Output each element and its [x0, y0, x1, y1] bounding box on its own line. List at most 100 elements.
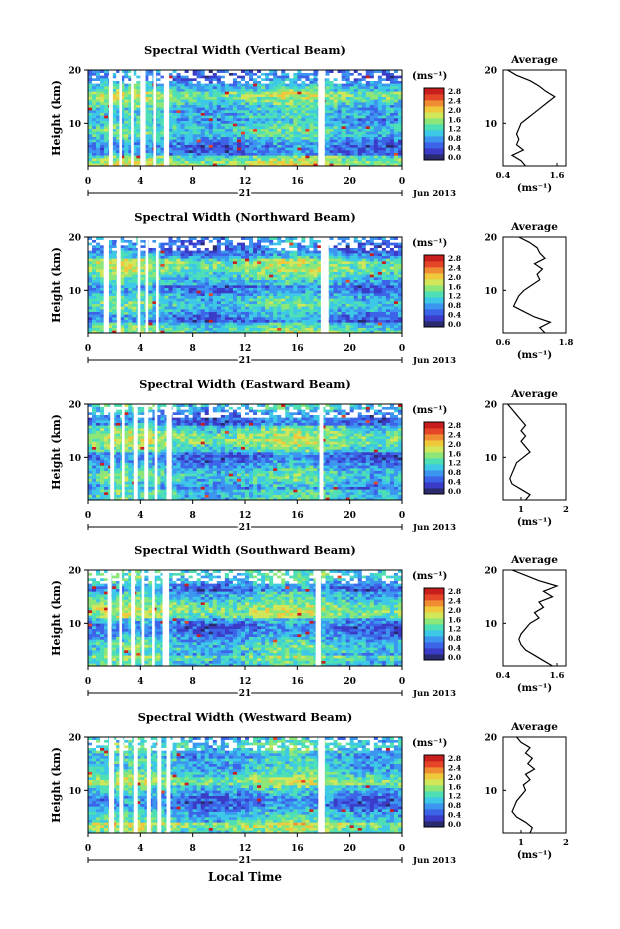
heatmap-cell	[317, 269, 322, 272]
heatmap-cell	[132, 290, 137, 294]
heatmap-cell	[192, 330, 197, 334]
heatmap-cell	[96, 107, 101, 111]
heatmap-cell	[273, 86, 278, 89]
heatmap-cell	[184, 70, 189, 73]
heatmap-cell	[313, 104, 318, 108]
heatmap-cell	[277, 142, 282, 145]
heatmap-cell	[305, 83, 310, 87]
heatmap-cell	[273, 306, 278, 310]
heatmap-cell	[112, 104, 117, 108]
heatmap-cell	[297, 147, 302, 151]
heatmap-cell	[176, 271, 181, 275]
heatmap-cell	[212, 83, 218, 87]
heatmap-cell	[393, 94, 399, 97]
heatmap-cell	[96, 144, 101, 148]
heatmap-cell	[297, 158, 302, 161]
heatmap-cell	[341, 271, 346, 275]
heatmap-cell	[293, 163, 298, 167]
heatmap-cell	[128, 134, 133, 137]
heatmap-cell	[124, 266, 129, 270]
heatmap-cell	[377, 293, 383, 296]
heatmap-cell	[337, 290, 342, 294]
heatmap-cell	[220, 314, 226, 318]
heatmap-cell	[273, 158, 278, 161]
heatmap-cell	[253, 282, 258, 286]
heatmap-cell	[140, 269, 145, 272]
heatmap-cell	[188, 274, 193, 278]
heatmap-cell	[369, 139, 375, 143]
heatmap-cell	[168, 80, 173, 84]
heatmap-cell	[373, 287, 379, 291]
heatmap-cell	[389, 330, 395, 334]
heatmap-cell	[397, 110, 403, 113]
heatmap-cell	[261, 128, 266, 132]
heatmap-cell	[249, 147, 254, 151]
heatmap-cell	[92, 163, 97, 167]
heatmap-cell	[212, 75, 218, 79]
heatmap-cell	[236, 160, 242, 164]
heatmap-cell	[289, 128, 294, 132]
heatmap-cell	[393, 72, 399, 76]
heatmap-cell	[200, 303, 206, 307]
heatmap-cell	[373, 102, 379, 105]
heatmap-cell	[249, 298, 254, 302]
average-title: Average	[510, 54, 558, 66]
heatmap-cell	[269, 120, 274, 124]
heatmap-cell	[273, 163, 278, 167]
heatmap-cell	[228, 94, 234, 97]
heatmap-cell	[309, 72, 314, 76]
heatmap-cell	[196, 263, 202, 267]
heatmap-cell	[240, 110, 246, 113]
heatmap-cell	[228, 144, 234, 148]
heatmap-cell	[136, 107, 141, 111]
heatmap-cell	[357, 311, 363, 315]
heatmap-cell	[232, 136, 238, 140]
heatmap-cell	[257, 155, 262, 159]
heatmap-cell	[212, 163, 218, 167]
heatmap-cell	[236, 322, 242, 326]
heatmap-cell	[293, 293, 298, 296]
heatmap-cell	[377, 83, 383, 87]
heatmap-cell	[196, 72, 202, 76]
heatmap-cell	[224, 298, 230, 302]
heatmap-cell	[317, 282, 322, 286]
heatmap-cell	[168, 75, 173, 79]
heatmap-cell	[208, 311, 214, 315]
heatmap-cell	[341, 80, 346, 84]
heatmap-cell	[381, 285, 387, 288]
heatmap-cell	[172, 327, 177, 331]
heatmap-cell	[389, 271, 395, 275]
heatmap-cell	[120, 163, 125, 167]
heatmap-cell	[88, 80, 93, 84]
heatmap-cell	[361, 295, 367, 299]
heatmap-cell	[245, 126, 250, 129]
heatmap-cell	[337, 314, 342, 318]
heatmap-cell	[385, 104, 391, 108]
heatmap-cell	[385, 325, 391, 328]
heatmap-cell	[353, 115, 359, 119]
heatmap-cell	[301, 107, 306, 111]
heatmap-cell	[196, 322, 202, 326]
heatmap-cell	[228, 118, 234, 121]
heatmap-cell	[176, 128, 181, 132]
heatmap-cell	[361, 298, 367, 302]
heatmap-cell	[293, 287, 298, 291]
heatmap-cell	[305, 120, 310, 124]
heatmap-cell	[393, 118, 399, 121]
heatmap-cell	[389, 123, 395, 127]
heatmap-cell	[184, 115, 189, 119]
heatmap-cell	[357, 298, 363, 302]
heatmap-cell	[236, 110, 242, 113]
heatmap-cell	[257, 298, 262, 302]
heatmap-cell	[200, 163, 206, 167]
heatmap-cell	[377, 152, 383, 156]
colorbar-swatch	[424, 148, 444, 155]
heatmap-cell	[297, 271, 302, 275]
heatmap-cell	[152, 298, 157, 302]
heatmap-cell	[261, 290, 266, 294]
heatmap-cell	[349, 134, 354, 137]
heatmap-cell	[240, 107, 246, 111]
heatmap-cell	[212, 115, 218, 119]
heatmap-cell	[184, 306, 189, 310]
heatmap-cell	[140, 261, 145, 264]
